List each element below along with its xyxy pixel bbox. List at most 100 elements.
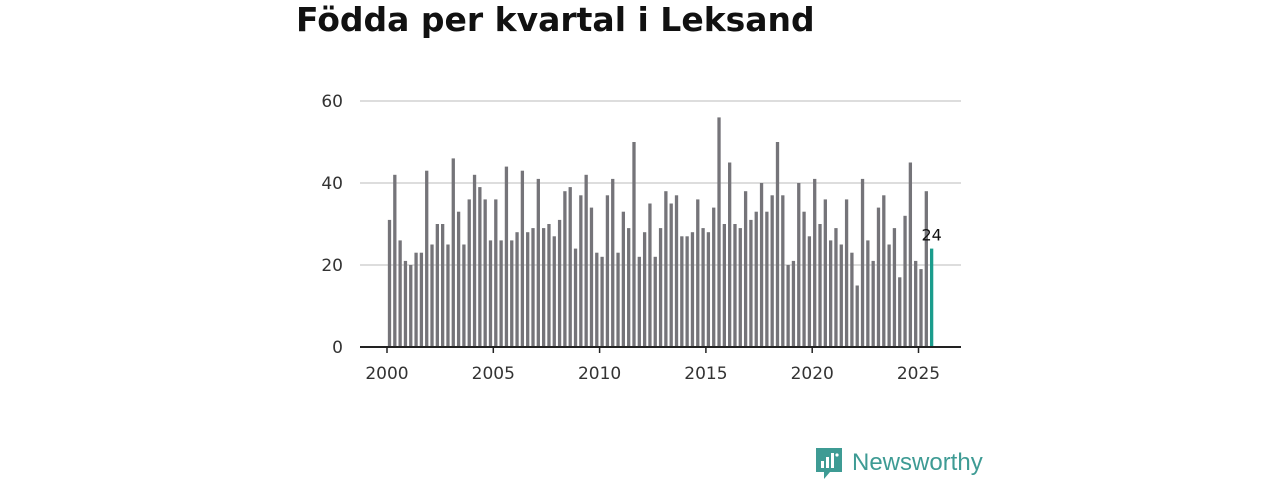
bar [754, 211, 758, 347]
bar [813, 178, 817, 347]
bar [648, 203, 652, 347]
bar [898, 277, 902, 347]
bar [446, 244, 450, 347]
bar [472, 174, 477, 347]
bar [775, 142, 780, 347]
bar [765, 211, 769, 347]
bar [844, 199, 849, 347]
bar [547, 224, 551, 347]
bar [834, 228, 838, 347]
bar [398, 240, 402, 347]
bar [690, 232, 695, 347]
bar [557, 219, 562, 347]
bar [850, 252, 854, 347]
bar [541, 228, 546, 347]
bar [712, 207, 716, 347]
bar [743, 191, 748, 347]
bar [770, 195, 774, 347]
bar [430, 244, 434, 347]
bar [658, 228, 663, 347]
brand-name: Newsworthy [852, 449, 983, 476]
bar [818, 224, 822, 347]
bar [871, 260, 875, 347]
bar [924, 191, 928, 347]
x-axis-ticks: 2000 2005 2010 2015 2020 2025 [365, 347, 940, 384]
bar [627, 228, 631, 347]
bar [839, 244, 843, 347]
bar [786, 265, 790, 347]
bar [488, 240, 493, 347]
bar [696, 199, 700, 347]
bar-latest [929, 248, 934, 347]
bar [494, 199, 498, 347]
x-tick-label: 2000 [365, 364, 408, 384]
x-tick-label: 2020 [791, 364, 834, 384]
bar [456, 211, 461, 347]
bar [451, 158, 455, 347]
bar [616, 252, 620, 347]
data-labels: 24 [921, 226, 941, 245]
bar [919, 269, 923, 347]
bar [802, 211, 806, 347]
y-tick-label: 60 [321, 92, 343, 112]
bar [829, 240, 833, 347]
y-tick-label: 20 [321, 256, 343, 276]
bar [722, 224, 726, 347]
bar [914, 260, 918, 347]
bar [435, 224, 439, 347]
bar [908, 162, 913, 347]
bar [563, 191, 567, 347]
bar [531, 228, 535, 347]
bar [876, 207, 881, 347]
bar [855, 285, 859, 347]
bar [728, 162, 732, 347]
bar [733, 224, 737, 347]
bar [759, 183, 764, 347]
x-tick-label: 2015 [684, 364, 727, 384]
bar [584, 174, 588, 347]
bar [664, 191, 668, 347]
bar [791, 260, 796, 347]
bar [642, 232, 647, 347]
bar [685, 236, 689, 347]
bar [595, 252, 599, 347]
bar [807, 236, 812, 347]
bar [393, 174, 397, 347]
bar [387, 219, 392, 347]
bar [797, 183, 801, 347]
bar [738, 228, 742, 347]
chart-title: Födda per kvartal i Leksand [296, 0, 815, 39]
bar [504, 166, 509, 347]
bar [860, 178, 865, 347]
bar [478, 187, 482, 347]
bar [467, 199, 471, 347]
bar [499, 240, 503, 347]
bar [605, 195, 610, 347]
bar [823, 199, 827, 347]
bars [387, 117, 934, 348]
bar [419, 252, 424, 347]
bar [669, 203, 673, 347]
bar [903, 215, 907, 347]
bar [441, 224, 445, 347]
bar [632, 142, 636, 347]
bar [600, 256, 604, 347]
y-tick-label: 0 [332, 338, 343, 358]
bar [536, 178, 540, 347]
y-axis-tick-labels: 0 20 40 60 [321, 92, 343, 358]
bar [462, 244, 466, 347]
bar [611, 178, 615, 347]
bar [520, 170, 525, 347]
bar [882, 195, 886, 347]
bar [414, 252, 418, 347]
bar [621, 211, 626, 347]
latest-value-label: 24 [921, 226, 941, 245]
bar [526, 232, 530, 347]
bar [701, 228, 705, 347]
bar [589, 207, 594, 347]
bar [483, 199, 487, 347]
bar [425, 170, 429, 347]
bar [579, 195, 583, 347]
x-tick-label: 2010 [578, 364, 621, 384]
